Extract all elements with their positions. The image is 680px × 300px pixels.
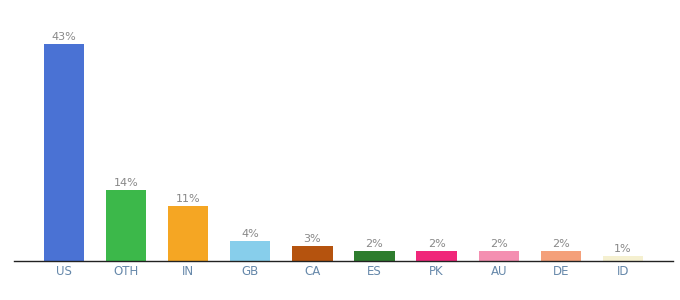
- Bar: [230, 241, 271, 261]
- Bar: [541, 251, 581, 261]
- Text: 11%: 11%: [175, 194, 201, 203]
- Text: 2%: 2%: [552, 239, 570, 249]
- Bar: [44, 44, 84, 261]
- Bar: [603, 256, 643, 261]
- Text: 2%: 2%: [428, 239, 445, 249]
- Bar: [479, 251, 519, 261]
- Bar: [416, 251, 457, 261]
- Text: 4%: 4%: [241, 229, 259, 239]
- Text: 3%: 3%: [303, 234, 321, 244]
- Text: 1%: 1%: [614, 244, 632, 254]
- Bar: [168, 206, 208, 261]
- Text: 43%: 43%: [52, 32, 76, 42]
- Text: 2%: 2%: [366, 239, 384, 249]
- Text: 14%: 14%: [114, 178, 138, 188]
- Bar: [292, 246, 333, 261]
- Bar: [354, 251, 394, 261]
- Text: 2%: 2%: [490, 239, 508, 249]
- Bar: [105, 190, 146, 261]
